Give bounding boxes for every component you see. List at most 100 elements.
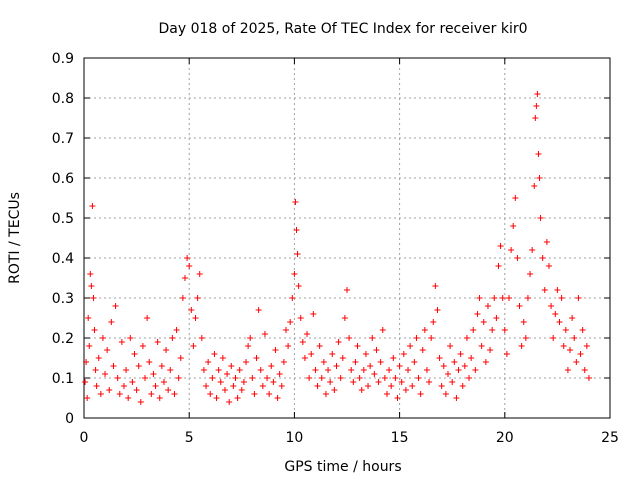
- data-point: [350, 379, 357, 385]
- data-point: [247, 335, 254, 341]
- data-point: [436, 355, 443, 361]
- data-point: [102, 371, 109, 377]
- data-point: [156, 395, 163, 401]
- data-point: [358, 387, 365, 393]
- data-point: [261, 331, 268, 337]
- data-point: [457, 351, 464, 357]
- data-point: [396, 363, 403, 369]
- y-tick-label: 0.2: [52, 331, 74, 347]
- data-point: [308, 351, 315, 357]
- data-point: [377, 359, 384, 365]
- y-tick-label: 0.3: [52, 291, 74, 307]
- data-point: [480, 319, 487, 325]
- data-point: [171, 391, 178, 397]
- data-point: [545, 263, 552, 269]
- y-axis-label: ROTI / TECUs: [7, 192, 23, 284]
- data-point: [518, 343, 525, 349]
- x-tick-label: 20: [496, 430, 514, 446]
- data-point: [318, 375, 325, 381]
- data-point: [402, 387, 409, 393]
- data-point: [104, 347, 111, 353]
- data-point: [449, 379, 456, 385]
- data-point: [514, 255, 521, 261]
- data-point: [310, 311, 317, 317]
- data-point: [215, 367, 222, 373]
- data-point: [491, 295, 498, 301]
- data-point: [564, 367, 571, 373]
- y-tick-label: 0.6: [52, 171, 74, 187]
- data-point: [411, 359, 418, 365]
- data-point: [268, 363, 275, 369]
- x-tick-label: 10: [285, 430, 303, 446]
- data-point: [184, 255, 191, 261]
- data-point: [522, 335, 529, 341]
- data-point: [562, 327, 569, 333]
- y-tick-label: 0.7: [52, 131, 74, 147]
- data-point: [163, 347, 170, 353]
- data-point: [253, 355, 260, 361]
- data-point: [249, 375, 256, 381]
- data-point: [344, 287, 350, 293]
- data-point: [255, 307, 262, 313]
- data-point: [506, 295, 513, 301]
- data-point: [127, 335, 134, 341]
- data-point: [577, 351, 584, 357]
- data-point: [499, 295, 506, 301]
- data-point: [508, 247, 515, 253]
- data-point: [413, 335, 420, 341]
- data-point: [541, 287, 548, 293]
- data-point: [257, 367, 264, 373]
- data-point: [125, 395, 132, 401]
- x-tick-label: 15: [391, 430, 409, 446]
- data-point: [329, 351, 336, 357]
- data-point: [112, 303, 119, 309]
- y-tick-label: 0.4: [52, 251, 74, 267]
- data-point: [529, 247, 536, 253]
- data-point: [394, 395, 401, 401]
- data-point: [82, 379, 89, 385]
- data-point: [137, 399, 144, 405]
- data-point: [569, 315, 576, 321]
- data-point: [203, 383, 210, 389]
- data-point: [369, 335, 376, 341]
- data-point: [432, 283, 439, 289]
- data-point: [175, 375, 182, 381]
- data-point: [186, 263, 193, 269]
- data-point: [409, 383, 416, 389]
- data-point: [533, 103, 540, 109]
- data-point: [167, 367, 174, 373]
- y-axis: 0 0.1 0.2 0.3 0.4 0.5 0.6 0.7 0.8 0.9: [52, 51, 610, 427]
- data-point: [232, 375, 239, 381]
- data-point: [346, 335, 353, 341]
- data-point: [468, 355, 475, 361]
- data-point: [537, 215, 544, 221]
- data-point: [583, 343, 590, 349]
- data-point: [415, 375, 422, 381]
- data-point: [335, 339, 342, 345]
- data-point: [489, 327, 496, 333]
- data-point: [190, 343, 197, 349]
- data-point: [327, 379, 334, 385]
- data-point: [123, 367, 130, 373]
- data-point: [487, 347, 494, 353]
- data-point: [451, 359, 458, 365]
- data-point: [211, 351, 218, 357]
- y-tick-label: 0.8: [52, 91, 74, 107]
- data-point: [285, 343, 292, 349]
- data-point: [552, 311, 559, 317]
- data-point: [251, 391, 258, 397]
- y-tick-label: 0.1: [52, 371, 74, 387]
- data-point: [405, 367, 412, 373]
- x-axis: 0 5 10 15 20 25: [80, 58, 619, 446]
- data-point: [287, 319, 294, 325]
- data-point: [228, 363, 235, 369]
- data-point: [536, 175, 543, 181]
- data-point: [192, 315, 199, 321]
- data-point: [264, 375, 271, 381]
- data-point: [535, 151, 542, 157]
- plot-frame: [83, 57, 611, 419]
- data-point: [472, 367, 479, 373]
- data-point: [474, 311, 481, 317]
- data-point: [560, 343, 567, 349]
